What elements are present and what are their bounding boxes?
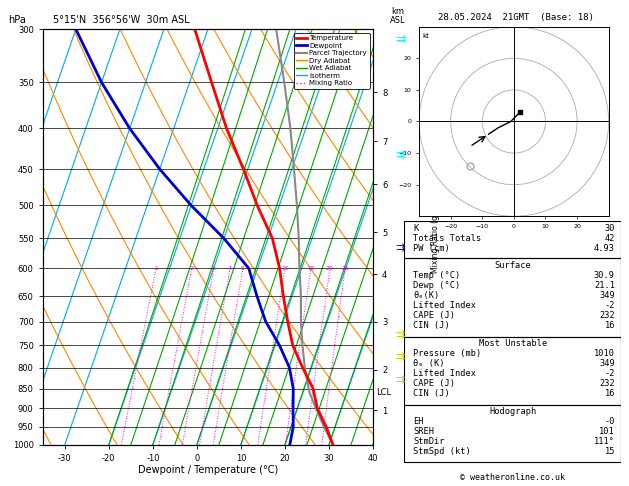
Bar xyxy=(404,221,621,259)
Text: Most Unstable: Most Unstable xyxy=(479,339,547,348)
Bar xyxy=(404,405,621,462)
Text: ⇉: ⇉ xyxy=(395,330,404,340)
Text: © weatheronline.co.uk: © weatheronline.co.uk xyxy=(460,473,565,482)
Text: 101: 101 xyxy=(599,427,615,435)
Text: CAPE (J): CAPE (J) xyxy=(413,311,455,320)
Text: θₑ (K): θₑ (K) xyxy=(413,359,445,368)
Text: 232: 232 xyxy=(599,379,615,388)
Text: Dewp (°C): Dewp (°C) xyxy=(413,280,460,290)
Text: Lifted Index: Lifted Index xyxy=(413,369,476,378)
Text: km
ASL: km ASL xyxy=(390,7,406,25)
Text: CAPE (J): CAPE (J) xyxy=(413,379,455,388)
Text: Hodograph: Hodograph xyxy=(489,407,537,416)
Text: 111°: 111° xyxy=(594,437,615,446)
Text: 28.05.2024  21GMT  (Base: 18): 28.05.2024 21GMT (Base: 18) xyxy=(438,13,594,22)
Text: 1: 1 xyxy=(154,266,158,271)
Bar xyxy=(404,259,621,337)
Text: Temp (°C): Temp (°C) xyxy=(413,271,460,279)
Text: 1010: 1010 xyxy=(594,348,615,358)
Text: StmSpd (kt): StmSpd (kt) xyxy=(413,447,471,456)
Text: 3: 3 xyxy=(211,266,216,271)
Text: 5: 5 xyxy=(241,266,245,271)
Text: 30: 30 xyxy=(604,224,615,233)
Text: Totals Totals: Totals Totals xyxy=(413,234,481,243)
Text: 42: 42 xyxy=(604,234,615,243)
Text: 232: 232 xyxy=(599,311,615,320)
Text: 30.9: 30.9 xyxy=(594,271,615,279)
Text: 21.1: 21.1 xyxy=(594,280,615,290)
Text: hPa: hPa xyxy=(8,15,26,25)
Text: 16: 16 xyxy=(604,389,615,398)
Text: StmDir: StmDir xyxy=(413,437,445,446)
Text: ⇉: ⇉ xyxy=(395,151,404,160)
Text: 5°15'N  356°56'W  30m ASL: 5°15'N 356°56'W 30m ASL xyxy=(53,15,189,25)
Text: 2: 2 xyxy=(189,266,194,271)
Text: 349: 349 xyxy=(599,291,615,300)
Text: CIN (J): CIN (J) xyxy=(413,321,450,330)
Text: 4.93: 4.93 xyxy=(594,244,615,253)
Text: 16: 16 xyxy=(604,321,615,330)
Text: 15: 15 xyxy=(307,266,314,271)
Text: PW (cm): PW (cm) xyxy=(413,244,450,253)
Text: CIN (J): CIN (J) xyxy=(413,389,450,398)
Text: Surface: Surface xyxy=(494,261,532,270)
Text: ⇉: ⇉ xyxy=(395,352,404,362)
Text: EH: EH xyxy=(413,417,423,426)
Text: θₑ(K): θₑ(K) xyxy=(413,291,440,300)
Text: -2: -2 xyxy=(604,369,615,378)
Text: 25: 25 xyxy=(341,266,349,271)
Text: -0: -0 xyxy=(604,417,615,426)
Text: 349: 349 xyxy=(599,359,615,368)
Text: SREH: SREH xyxy=(413,427,434,435)
Text: ⇉: ⇉ xyxy=(395,375,404,385)
X-axis label: Dewpoint / Temperature (°C): Dewpoint / Temperature (°C) xyxy=(138,466,278,475)
Legend: Temperature, Dewpoint, Parcel Trajectory, Dry Adiabat, Wet Adiabat, Isotherm, Mi: Temperature, Dewpoint, Parcel Trajectory… xyxy=(294,33,369,88)
Text: Mixing Ratio (g/kg): Mixing Ratio (g/kg) xyxy=(431,200,440,274)
Text: LCL: LCL xyxy=(376,388,391,397)
Text: -2: -2 xyxy=(604,301,615,310)
Text: Lifted Index: Lifted Index xyxy=(413,301,476,310)
Text: ⇉: ⇉ xyxy=(395,243,404,253)
Text: Pressure (mb): Pressure (mb) xyxy=(413,348,481,358)
Text: kt: kt xyxy=(422,33,429,39)
Text: K: K xyxy=(413,224,418,233)
Text: 4: 4 xyxy=(228,266,232,271)
Bar xyxy=(404,337,621,405)
Text: 20: 20 xyxy=(326,266,334,271)
Text: 15: 15 xyxy=(604,447,615,456)
Text: 10: 10 xyxy=(281,266,289,271)
Text: ⇉: ⇉ xyxy=(395,33,406,45)
